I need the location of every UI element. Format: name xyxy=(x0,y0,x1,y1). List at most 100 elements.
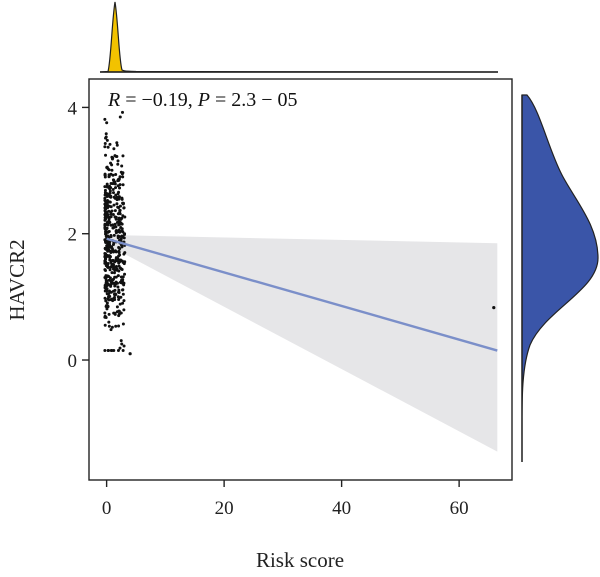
data-point xyxy=(120,164,124,168)
data-point xyxy=(122,299,126,303)
data-point xyxy=(118,302,122,306)
data-point xyxy=(118,186,122,190)
data-point xyxy=(114,193,118,197)
data-point xyxy=(112,195,116,199)
outlier-point xyxy=(128,352,132,356)
data-point xyxy=(118,208,122,212)
data-point xyxy=(116,159,120,163)
data-point xyxy=(103,268,107,272)
y-tick-label: 2 xyxy=(68,225,78,246)
data-point xyxy=(119,311,123,315)
data-point xyxy=(116,192,120,196)
data-point xyxy=(104,299,108,303)
data-point xyxy=(114,324,118,328)
correlation-annotation: R = −0.19, P = 2.3 − 05 xyxy=(107,89,298,111)
data-point xyxy=(104,282,108,286)
data-point xyxy=(103,261,107,265)
data-point xyxy=(121,154,125,158)
data-point xyxy=(103,286,107,290)
data-point xyxy=(104,257,108,261)
data-point xyxy=(106,214,110,218)
data-point xyxy=(114,216,118,220)
data-point xyxy=(121,201,125,205)
data-point xyxy=(107,274,111,278)
data-point xyxy=(103,193,107,197)
data-point xyxy=(103,173,107,177)
data-point xyxy=(104,315,108,319)
data-point xyxy=(112,296,116,300)
data-point xyxy=(118,247,122,251)
data-point xyxy=(120,342,124,346)
data-point xyxy=(105,234,109,238)
data-point xyxy=(109,215,113,219)
data-point xyxy=(122,283,126,287)
data-point xyxy=(109,210,113,214)
data-point xyxy=(108,191,112,195)
data-point xyxy=(110,157,114,161)
data-point xyxy=(119,225,123,229)
data-point xyxy=(120,110,124,114)
data-point xyxy=(123,272,127,276)
data-point xyxy=(115,141,119,145)
data-point xyxy=(108,142,112,146)
data-point xyxy=(114,250,118,254)
data-point xyxy=(107,298,111,302)
data-point xyxy=(116,349,120,353)
data-point xyxy=(104,153,108,157)
p-symbol: P xyxy=(197,89,210,111)
data-point xyxy=(103,185,107,189)
data-point xyxy=(108,195,112,199)
data-point xyxy=(110,297,114,301)
data-point xyxy=(103,311,107,315)
data-point xyxy=(105,138,109,142)
data-point xyxy=(115,220,119,224)
data-point xyxy=(111,278,115,282)
data-point xyxy=(121,288,125,292)
data-point xyxy=(104,210,108,214)
data-point xyxy=(108,294,112,298)
data-point xyxy=(106,349,110,353)
data-point xyxy=(119,281,123,285)
data-point xyxy=(107,244,111,248)
data-point xyxy=(121,260,125,264)
data-point xyxy=(106,206,110,210)
data-point xyxy=(104,241,108,245)
data-point xyxy=(112,265,116,269)
data-point xyxy=(103,196,107,200)
r-value: = −0.19, xyxy=(120,89,198,111)
data-point xyxy=(111,182,115,186)
y-tick-label: 4 xyxy=(68,98,78,119)
regression-line xyxy=(106,237,498,352)
data-point xyxy=(103,323,107,327)
data-point xyxy=(112,271,116,275)
data-point xyxy=(107,320,111,324)
data-point xyxy=(121,175,125,179)
data-point xyxy=(117,254,121,258)
data-point xyxy=(119,217,123,221)
data-point xyxy=(109,233,113,237)
data-point xyxy=(109,328,113,332)
data-point xyxy=(105,121,109,125)
data-point xyxy=(113,209,117,213)
data-point xyxy=(103,296,107,300)
confidence-band xyxy=(106,234,498,452)
x-tick-label: 20 xyxy=(215,498,234,519)
data-point xyxy=(110,259,114,263)
data-point xyxy=(122,252,126,256)
x-tick-label: 40 xyxy=(332,498,351,519)
data-point xyxy=(104,274,108,278)
data-point xyxy=(118,346,122,350)
data-point xyxy=(114,154,118,158)
data-point xyxy=(111,187,115,191)
data-point xyxy=(117,264,121,268)
data-point xyxy=(105,226,109,230)
data-point xyxy=(105,292,109,296)
data-point xyxy=(121,322,125,326)
data-point xyxy=(109,265,113,269)
data-point xyxy=(120,197,124,201)
data-point xyxy=(120,234,124,238)
data-point xyxy=(107,229,111,233)
data-point xyxy=(103,145,107,149)
data-point xyxy=(115,305,119,309)
top-density xyxy=(99,1,499,73)
